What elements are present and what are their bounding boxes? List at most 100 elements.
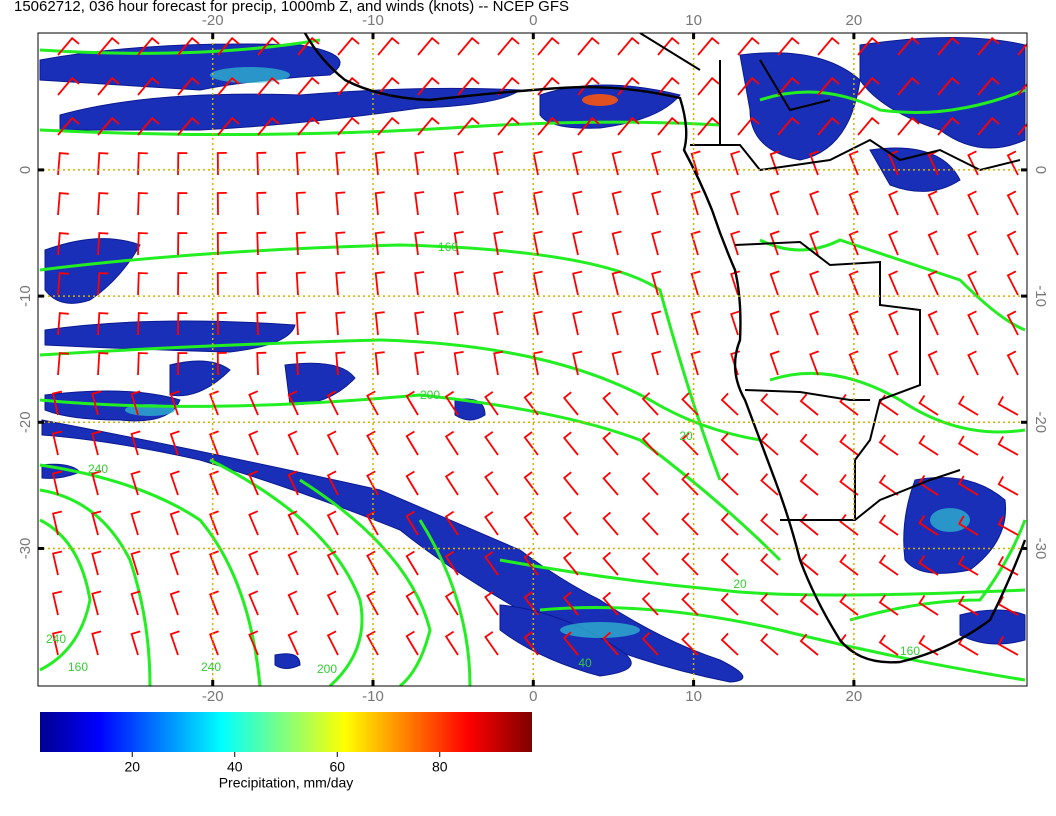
wind-barb: [641, 472, 659, 496]
wind-barb: [1017, 42, 1027, 56]
wind-barb: [248, 550, 259, 576]
wind-barb: [957, 595, 979, 616]
wind-barb: [611, 310, 622, 336]
wind-barb: [760, 593, 779, 616]
wind-barb: [848, 310, 859, 336]
wind-barb: [169, 590, 180, 616]
lon-tick-label: -20: [202, 688, 224, 705]
wind-barb: [737, 116, 760, 136]
wind-barb: [927, 230, 939, 256]
wind-barb: [335, 151, 346, 176]
wind-barb: [1006, 150, 1019, 176]
wind-barb: [690, 230, 701, 256]
wind-barb: [611, 190, 622, 216]
wind-barb: [130, 590, 141, 616]
wind-barb: [91, 550, 102, 576]
wind-barb: [681, 592, 699, 616]
wind-barb: [177, 272, 188, 296]
wind-barb: [493, 270, 504, 296]
wind-barb: [1006, 230, 1019, 256]
wind-barb: [326, 470, 339, 496]
wind-barb: [177, 36, 200, 56]
wind-barb: [57, 116, 80, 136]
wind-barb: [326, 510, 339, 536]
wind-barb: [248, 470, 259, 496]
wind-barb: [374, 271, 385, 296]
wind-barb: [737, 36, 760, 56]
wind-barb: [484, 431, 499, 456]
wind-barb: [137, 76, 160, 96]
wind-barb: [497, 36, 520, 56]
wind-barb: [651, 230, 662, 256]
wind-barb: [957, 435, 979, 456]
wind-barb: [97, 272, 109, 296]
wind-barb: [641, 432, 659, 456]
wind-barb: [839, 554, 859, 576]
wind-barb: [52, 510, 63, 536]
wind-barb: [848, 350, 859, 376]
contour-label: 20: [679, 429, 693, 443]
wind-barb: [444, 590, 459, 616]
wind-barb: [681, 632, 699, 656]
wind-barb: [690, 270, 701, 296]
wind-barb: [857, 76, 880, 96]
wind-barb: [335, 351, 346, 376]
wind-barb: [681, 392, 699, 416]
lon-tick-label: 0: [529, 688, 537, 705]
wind-barb: [453, 311, 464, 336]
wind-barb: [918, 514, 939, 536]
wind-barb: [405, 510, 419, 536]
wind-barb: [997, 475, 1019, 496]
contour-label: 240: [46, 632, 66, 646]
wind-barb: [562, 431, 579, 456]
wind-barb: [857, 116, 880, 136]
wind-barb: [414, 351, 425, 376]
wind-barb: [760, 513, 779, 536]
wind-barb: [57, 352, 69, 376]
wind-barb: [374, 311, 385, 336]
wind-barb: [130, 390, 141, 416]
wind-barb: [888, 150, 899, 176]
wind-barb: [295, 191, 306, 216]
colorbar-tick-label: 80: [432, 759, 448, 775]
wind-barb: [697, 76, 720, 96]
wind-barb: [453, 191, 464, 216]
wind-barb: [857, 36, 880, 56]
wind-barb: [444, 430, 459, 456]
lat-tick-label: -20: [1032, 411, 1049, 433]
lon-tick-label: 0: [529, 12, 537, 29]
wind-barb: [777, 116, 800, 136]
wind-barb: [169, 390, 180, 416]
wind-barb: [799, 513, 819, 536]
wind-barb: [572, 310, 583, 336]
wind-barb: [444, 550, 459, 576]
wind-barb: [169, 630, 180, 656]
wind-barb: [562, 631, 579, 656]
wind-barb: [657, 36, 680, 56]
wind-barb: [97, 152, 109, 176]
wind-barb: [769, 350, 780, 376]
wind-barb: [799, 433, 819, 456]
lat-tick-label: -30: [1032, 538, 1049, 560]
wind-barb: [611, 270, 622, 296]
wind-barb: [169, 470, 180, 496]
wind-barb: [130, 510, 141, 536]
lon-tick-label: -10: [362, 12, 384, 29]
wind-barb: [417, 116, 440, 136]
wind-barb: [657, 76, 680, 96]
wind-barb: [730, 270, 741, 296]
wind-barb: [1017, 82, 1027, 96]
wind-barb: [457, 116, 480, 136]
wind-barb: [57, 272, 69, 296]
wind-barb: [287, 430, 299, 456]
wind-barb: [878, 514, 899, 536]
wind-barb: [208, 390, 219, 416]
wind-barb: [208, 510, 219, 536]
wind-barb: [957, 555, 979, 576]
wind-barb: [977, 116, 1000, 136]
wind-barb: [878, 554, 899, 576]
wind-barb: [130, 470, 141, 496]
wind-barb: [484, 591, 499, 616]
lon-tick-label: -10: [362, 688, 384, 705]
wind-barb: [1006, 270, 1019, 296]
